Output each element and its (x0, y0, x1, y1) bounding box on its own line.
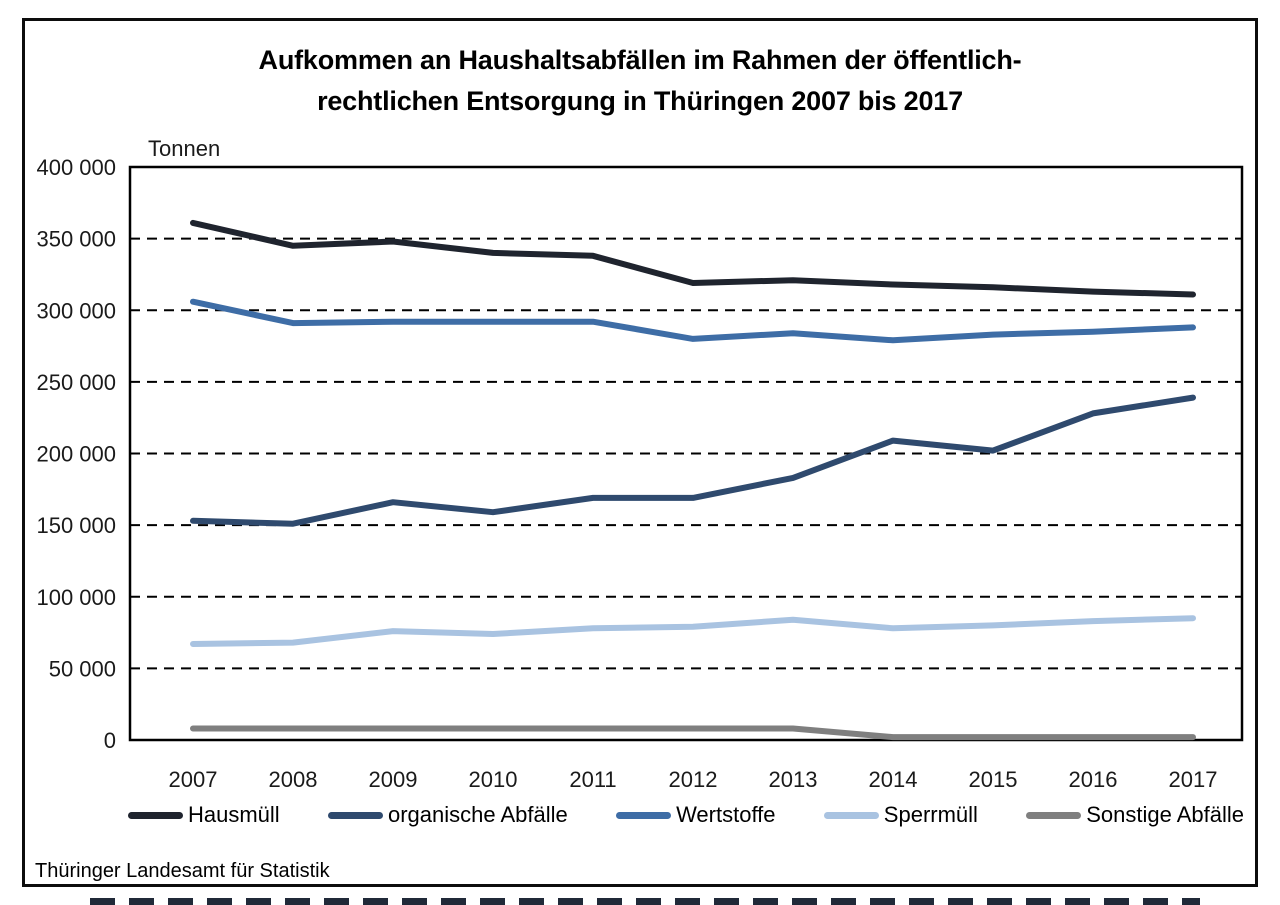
series-line-organische-abf-lle (190, 394, 1196, 527)
x-axis-tick-label: 2009 (369, 767, 418, 792)
series-line-sperrm-ll (190, 615, 1196, 647)
chart-title-line1: Aufkommen an Haushaltsabfällen im Rahmen… (258, 45, 1022, 75)
legend-label: Sperrmüll (883, 802, 978, 827)
legend-label: Sonstige Abfälle (1086, 802, 1244, 827)
y-axis-tick-label: 0 (104, 728, 116, 753)
x-axis-tick-label: 2010 (469, 767, 518, 792)
y-axis-tick-label: 50 000 (49, 656, 116, 681)
legend-item: Wertstoffe (616, 802, 776, 828)
series-line-sonstige-abf-lle (190, 725, 1196, 741)
x-axis-tick-label: 2011 (569, 767, 616, 792)
chart-title: Aufkommen an Haushaltsabfällen im Rahmen… (0, 40, 1280, 122)
plot-frame (128, 165, 1244, 742)
x-axis-tick-label: 2008 (269, 767, 318, 792)
source-label: Thüringer Landesamt für Statistik (35, 860, 330, 882)
x-axis-tick-label: 2016 (1069, 767, 1118, 792)
legend-swatch (1026, 811, 1082, 819)
y-axis-tick-label: 100 000 (36, 585, 116, 610)
x-axis-tick-label: 2013 (769, 767, 818, 792)
chart-title-line2: rechtlichen Entsorgung in Thüringen 2007… (317, 86, 963, 116)
legend-item: Hausmüll (128, 802, 280, 828)
y-axis-tick-label: 200 000 (36, 442, 116, 467)
x-axis-tick-label: 2017 (1169, 767, 1218, 792)
legend-label: Wertstoffe (676, 802, 776, 827)
y-axis-tick-label: 300 000 (36, 298, 116, 323)
x-axis-tick-label: 2014 (869, 767, 918, 792)
legend-label: organische Abfälle (387, 802, 568, 827)
legend: Hausmüll organische Abfälle Wertstoffe Sper… (128, 802, 1244, 828)
legend-item: Sperrmüll (823, 802, 978, 828)
y-axis-tick-label: 150 000 (36, 513, 116, 538)
series-line-wertstoffe (190, 298, 1196, 344)
legend-label: Hausmüll (188, 802, 280, 827)
y-axis-unit-label: Tonnen (148, 136, 221, 161)
legend-swatch (616, 811, 672, 819)
legend-item: Sonstige Abfälle (1026, 802, 1244, 828)
legend-swatch (823, 811, 879, 819)
y-axis-tick-label: 350 000 (36, 227, 116, 252)
legend-swatch (128, 811, 183, 819)
legend-swatch (327, 811, 383, 819)
legend-item: organische Abfälle (327, 802, 568, 828)
y-axis-tick-label: 400 000 (36, 155, 116, 180)
series-line-hausm-ll (190, 219, 1196, 298)
x-axis-tick-label: 2012 (669, 767, 718, 792)
x-axis-tick-label: 2015 (969, 767, 1018, 792)
y-axis-tick-label: 250 000 (36, 370, 116, 395)
bottom-cropped-dashed-strip (90, 898, 1200, 905)
x-axis-tick-label: 2007 (169, 767, 218, 792)
